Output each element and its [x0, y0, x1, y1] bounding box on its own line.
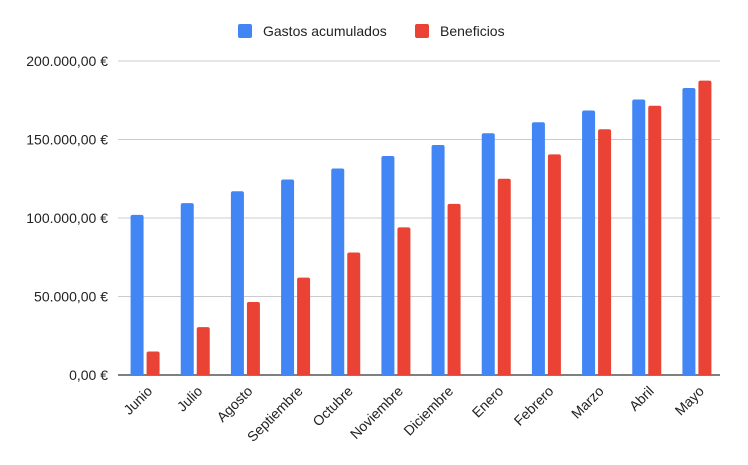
bar-beneficios[interactable] [547, 154, 561, 375]
y-tick-label: 150.000,00 € [26, 132, 108, 148]
bar-beneficios[interactable] [196, 327, 210, 375]
bar-beneficios[interactable] [698, 80, 712, 375]
bars [130, 80, 712, 376]
bar-gastos-acumulados[interactable] [481, 133, 495, 375]
bar-gastos-acumulados[interactable] [531, 122, 545, 375]
x-category-label: Enero [469, 383, 507, 421]
legend-swatch-beneficios [415, 24, 429, 38]
bar-gastos-acumulados[interactable] [431, 144, 445, 375]
x-category-label: Abril [626, 383, 657, 414]
legend-label-beneficios: Beneficios [440, 23, 505, 39]
x-category-label: Julio [174, 383, 206, 415]
bar-gastos-acumulados[interactable] [632, 99, 646, 375]
bar-beneficios[interactable] [598, 129, 612, 375]
y-axis-ticks: 0,00 € 50.000,00 € 100.000,00 € 150.000,00 … [26, 53, 108, 383]
x-category-label: Diciembre [400, 383, 456, 439]
gridlines [118, 60, 720, 376]
y-tick-label: 200.000,00 € [26, 53, 108, 69]
bar-gastos-acumulados[interactable] [582, 110, 596, 375]
y-tick-label: 0,00 € [69, 367, 108, 383]
y-tick-label: 50.000,00 € [34, 289, 108, 305]
bar-beneficios[interactable] [648, 105, 662, 376]
x-category-label: Octubre [309, 383, 356, 430]
x-category-label: Agosto [213, 383, 255, 425]
bar-gastos-acumulados[interactable] [331, 168, 345, 375]
bar-gastos-acumulados[interactable] [381, 155, 395, 375]
legend: Gastos acumulados Beneficios [238, 23, 505, 39]
bar-beneficios[interactable] [146, 351, 160, 375]
legend-label-gastos-acumulados: Gastos acumulados [263, 23, 387, 39]
bar-gastos-acumulados[interactable] [281, 179, 295, 375]
x-category-label: Marzo [568, 383, 607, 422]
bar-gastos-acumulados[interactable] [230, 191, 244, 375]
bar-beneficios[interactable] [246, 301, 260, 375]
bar-gastos-acumulados[interactable] [682, 88, 696, 375]
bar-beneficios[interactable] [397, 227, 411, 375]
bar-beneficios[interactable] [447, 203, 461, 375]
bar-gastos-acumulados[interactable] [130, 214, 144, 375]
x-category-label: Febrero [511, 383, 557, 429]
x-category-label: Mayo [672, 383, 708, 419]
bar-beneficios[interactable] [347, 252, 361, 375]
x-category-label: Noviembre [347, 383, 406, 442]
bar-beneficios[interactable] [297, 277, 311, 375]
legend-swatch-gastos-acumulados [238, 24, 252, 38]
x-category-label: Junio [120, 383, 155, 418]
y-tick-label: 100.000,00 € [26, 210, 108, 226]
bar-gastos-acumulados[interactable] [180, 203, 194, 375]
bar-beneficios[interactable] [497, 178, 511, 375]
